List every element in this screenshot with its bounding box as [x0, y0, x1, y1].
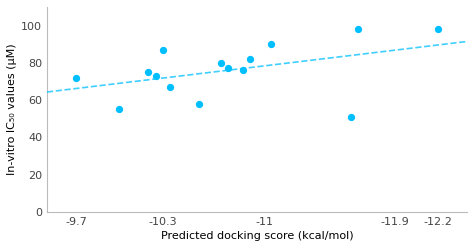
- Point: [116, 107, 123, 111]
- Point: [195, 102, 203, 106]
- Point: [239, 68, 246, 72]
- Point: [72, 76, 80, 80]
- Point: [145, 70, 152, 74]
- Point: [355, 27, 362, 31]
- Point: [224, 66, 232, 70]
- Point: [268, 42, 275, 46]
- Point: [217, 61, 225, 65]
- Point: [347, 115, 355, 119]
- X-axis label: Predicted docking score (kcal/mol): Predicted docking score (kcal/mol): [161, 231, 353, 241]
- Y-axis label: In-vitro IC₅₀ values (μM): In-vitro IC₅₀ values (μM): [7, 44, 17, 175]
- Point: [246, 57, 254, 61]
- Point: [166, 85, 174, 89]
- Point: [434, 27, 442, 31]
- Point: [159, 48, 167, 52]
- Point: [152, 74, 159, 78]
